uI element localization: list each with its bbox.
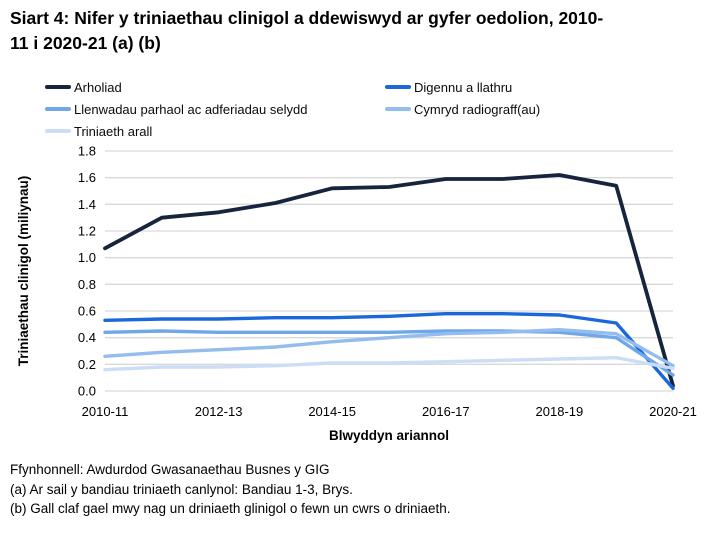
legend-swatch-llenwadau bbox=[45, 107, 71, 111]
series-line-1 bbox=[103, 312, 675, 390]
legend-label-llenwadau: Llenwadau parhaol ac adferiadau selydd bbox=[74, 101, 308, 117]
x-tick-label: 2014-15 bbox=[308, 404, 356, 419]
legend-item-arholiad: Arholiad bbox=[45, 79, 122, 95]
y-axis-title: Triniaethau clinigol (miliynau) bbox=[16, 176, 31, 367]
y-tick-label: 1.2 bbox=[78, 224, 96, 239]
y-tick-label: 1.6 bbox=[78, 170, 96, 185]
y-tick-label: 0.8 bbox=[78, 277, 96, 292]
y-tick-label: 0.0 bbox=[78, 384, 96, 399]
line-chart-canvas: 0.0 0.2 0.4 0.6 0.8 1.0 1.2 1.4 1.6 1.8 2010-11 201… bbox=[16, 144, 697, 444]
footnote-b: (b) Gall claf gael mwy nag un driniaeth … bbox=[10, 501, 451, 516]
footnote-a: (a) Ar sail y bandiau triniaeth canlynol… bbox=[10, 481, 353, 497]
source-text: Ffynhonnell: Awdurdod Gwasanaethau Busne… bbox=[10, 462, 330, 477]
x-tick-label: 2020-21 bbox=[649, 404, 697, 419]
legend-label-cymryd: Cymryd radiograff(au) bbox=[414, 101, 541, 117]
legend-label-arall: Triniaeth arall bbox=[74, 123, 153, 139]
legend-item-llenwadau: Llenwadau parhaol ac adferiadau selydd bbox=[45, 101, 307, 117]
legend-label-arholiad: Arholiad bbox=[74, 79, 122, 95]
x-tick-label: 2016-17 bbox=[422, 404, 470, 419]
y-tick-label: 0.4 bbox=[78, 330, 96, 345]
x-tick-label: 2010-11 bbox=[82, 404, 129, 419]
legend-item-digennu: Digennu a llathru bbox=[385, 79, 512, 95]
legend-label-digennu: Digennu a llathru bbox=[414, 79, 513, 95]
legend-swatch-digennu bbox=[385, 85, 411, 89]
y-tick-label: 1.0 bbox=[78, 250, 96, 265]
series-line-4 bbox=[103, 356, 675, 372]
legend-swatch-cymryd bbox=[385, 107, 411, 111]
series-line-0 bbox=[103, 173, 675, 388]
y-tick-label: 1.4 bbox=[78, 197, 96, 212]
series-line-2 bbox=[103, 329, 675, 377]
legend-swatch-arholiad bbox=[45, 85, 71, 89]
x-axis-title: Blwyddyn ariannol bbox=[329, 428, 449, 443]
y-tick-label: 0.2 bbox=[78, 357, 96, 372]
legend-item-arall: Triniaeth arall bbox=[45, 123, 152, 139]
legend-swatch-arall bbox=[45, 129, 71, 133]
series-line-3 bbox=[103, 328, 675, 368]
y-tick-label: 1.8 bbox=[78, 144, 96, 159]
y-tick-label: 0.6 bbox=[78, 304, 96, 319]
x-tick-label: 2012-13 bbox=[195, 404, 243, 419]
page-title: Siart 4: Nifer y triniaethau clinigol a … bbox=[10, 8, 604, 53]
x-tick-label: 2018-19 bbox=[536, 404, 584, 419]
legend-item-cymryd: Cymryd radiograff(au) bbox=[385, 101, 540, 117]
chart-footnotes: Ffynhonnell: Awdurdod Gwasanaethau Busne… bbox=[10, 460, 450, 519]
